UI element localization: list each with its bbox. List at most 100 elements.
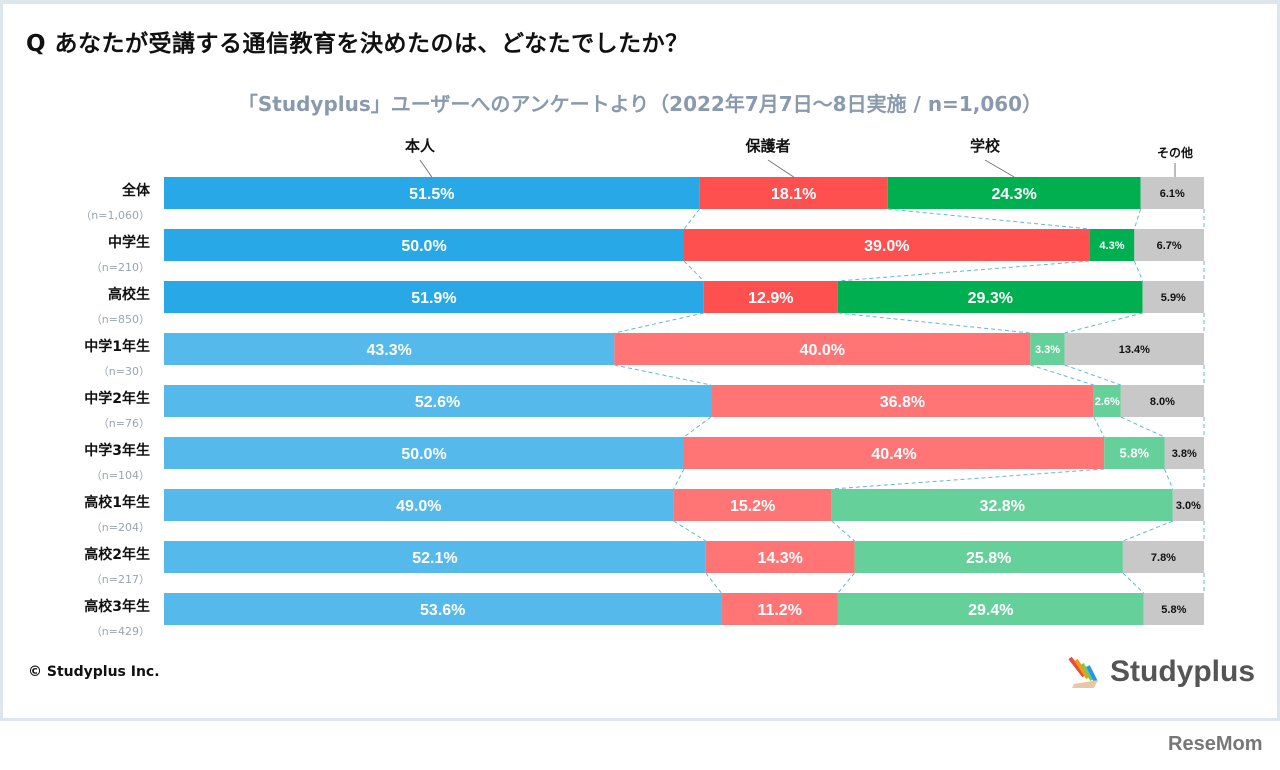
data-label: 2.6% — [1095, 396, 1120, 408]
data-label: 8.0% — [1150, 396, 1175, 408]
bar-segment — [684, 437, 1105, 469]
connector-line — [1122, 520, 1173, 542]
bar-segment — [1122, 541, 1204, 573]
data-label: 40.4% — [871, 446, 916, 463]
data-label: 5.9% — [1161, 292, 1186, 304]
bar-segment — [164, 489, 674, 521]
data-label: 14.3% — [758, 550, 803, 567]
data-label: 39.0% — [864, 238, 909, 255]
connector-line — [831, 520, 855, 542]
stacked-bar-chart: 51.5% 18.1% 24.3% 6.1% 全体 （n=1,060） 50.0% 39.0%… — [80, 137, 1205, 638]
row-n-label: （n=210） — [91, 261, 150, 274]
connector-line — [1093, 416, 1105, 438]
data-label: 29.4% — [968, 602, 1013, 619]
bar-segment — [1089, 229, 1135, 261]
bar-segment — [1093, 385, 1121, 417]
connector-line — [1164, 468, 1174, 490]
row-label: 高校2年生 — [84, 546, 150, 563]
bar-segment — [684, 229, 1090, 261]
bar-segment — [699, 177, 888, 209]
data-label: 13.4% — [1119, 344, 1150, 356]
connector-line — [614, 364, 712, 386]
data-label: 5.8% — [1119, 446, 1149, 461]
bar-segment — [837, 593, 1144, 625]
connector-line — [837, 260, 1090, 282]
bar-segment — [164, 593, 722, 625]
row-n-label: （n=204） — [91, 521, 150, 534]
connector-line — [1030, 364, 1094, 386]
connector-line — [705, 572, 722, 594]
bar-segment — [614, 333, 1031, 365]
connector-line — [1064, 364, 1121, 386]
data-label: 40.0% — [800, 342, 845, 359]
data-label: 7.8% — [1151, 552, 1176, 564]
bar-segment — [721, 593, 838, 625]
row-label: 中学2年生 — [84, 390, 150, 407]
data-label: 18.1% — [771, 186, 816, 203]
data-label: 6.7% — [1157, 240, 1182, 252]
data-label: 3.3% — [1035, 344, 1060, 356]
bar-segment — [164, 333, 615, 365]
row-label: 高校1年生 — [84, 494, 150, 511]
data-label: 11.2% — [757, 602, 801, 619]
bar-segment — [837, 281, 1143, 313]
data-label: 50.0% — [401, 446, 446, 463]
series-header-label: 保護者 — [744, 137, 790, 155]
leader-line — [984, 159, 1015, 178]
bar-segment — [1164, 437, 1204, 469]
bar-segment — [164, 177, 700, 209]
bar-segment — [854, 541, 1123, 573]
row-label: 高校生 — [108, 286, 150, 303]
bar-segment — [1064, 333, 1204, 365]
bar-segment — [1120, 385, 1204, 417]
data-label: 49.0% — [396, 498, 441, 515]
bar-segment — [705, 541, 855, 573]
series-header-label: 学校 — [970, 137, 1001, 155]
series-header-label: その他 — [1157, 145, 1193, 160]
data-label: 36.8% — [880, 394, 925, 411]
connector-line — [1122, 572, 1145, 594]
pencil-logo-icon — [1068, 656, 1098, 688]
row-n-label: （n=850） — [91, 313, 150, 326]
row-label: 中学生 — [108, 234, 150, 251]
row-n-label: （n=1,060） — [80, 209, 150, 222]
connector-line — [1133, 260, 1144, 282]
row-n-label: （n=104） — [91, 469, 150, 482]
leader-line — [767, 159, 794, 178]
bar-segment — [164, 541, 706, 573]
bar-segment — [1140, 177, 1204, 209]
series-header-label: 本人 — [405, 137, 436, 155]
row-label: 中学1年生 — [84, 338, 150, 355]
connector-line — [683, 260, 705, 282]
data-label: 51.5% — [409, 186, 454, 203]
data-label: 3.8% — [1172, 448, 1197, 460]
connector-line — [673, 468, 685, 490]
bar-segment — [1172, 489, 1204, 521]
data-label: 52.6% — [415, 394, 460, 411]
bar-segment — [673, 489, 832, 521]
connector-line — [1133, 208, 1142, 230]
connector-line — [1064, 312, 1143, 334]
connector-line — [837, 572, 855, 594]
bar-segment — [887, 177, 1141, 209]
bar-segment — [831, 489, 1173, 521]
connector-line — [837, 312, 1031, 334]
data-label: 43.3% — [366, 342, 411, 359]
bar-segment — [164, 281, 704, 313]
studyplus-logo: Studyplus — [1064, 652, 1255, 692]
bar-segment — [711, 385, 1094, 417]
row-n-label: （n=76） — [98, 417, 150, 430]
data-label: 4.3% — [1099, 240, 1124, 252]
bar-segment — [1142, 281, 1204, 313]
row-label: 中学3年生 — [84, 442, 150, 459]
data-label: 32.8% — [980, 498, 1025, 515]
row-label: 全体 — [121, 182, 151, 199]
data-label: 3.0% — [1176, 500, 1201, 512]
data-label: 53.6% — [420, 602, 465, 619]
data-label: 6.1% — [1160, 188, 1185, 200]
bar-segment — [1134, 229, 1204, 261]
connector-line — [614, 312, 704, 334]
connector-line — [683, 416, 712, 438]
row-n-label: （n=217） — [91, 573, 150, 586]
question-title: Q あなたが受講する通信教育を決めたのは、どなたでしたか？ — [26, 31, 689, 57]
